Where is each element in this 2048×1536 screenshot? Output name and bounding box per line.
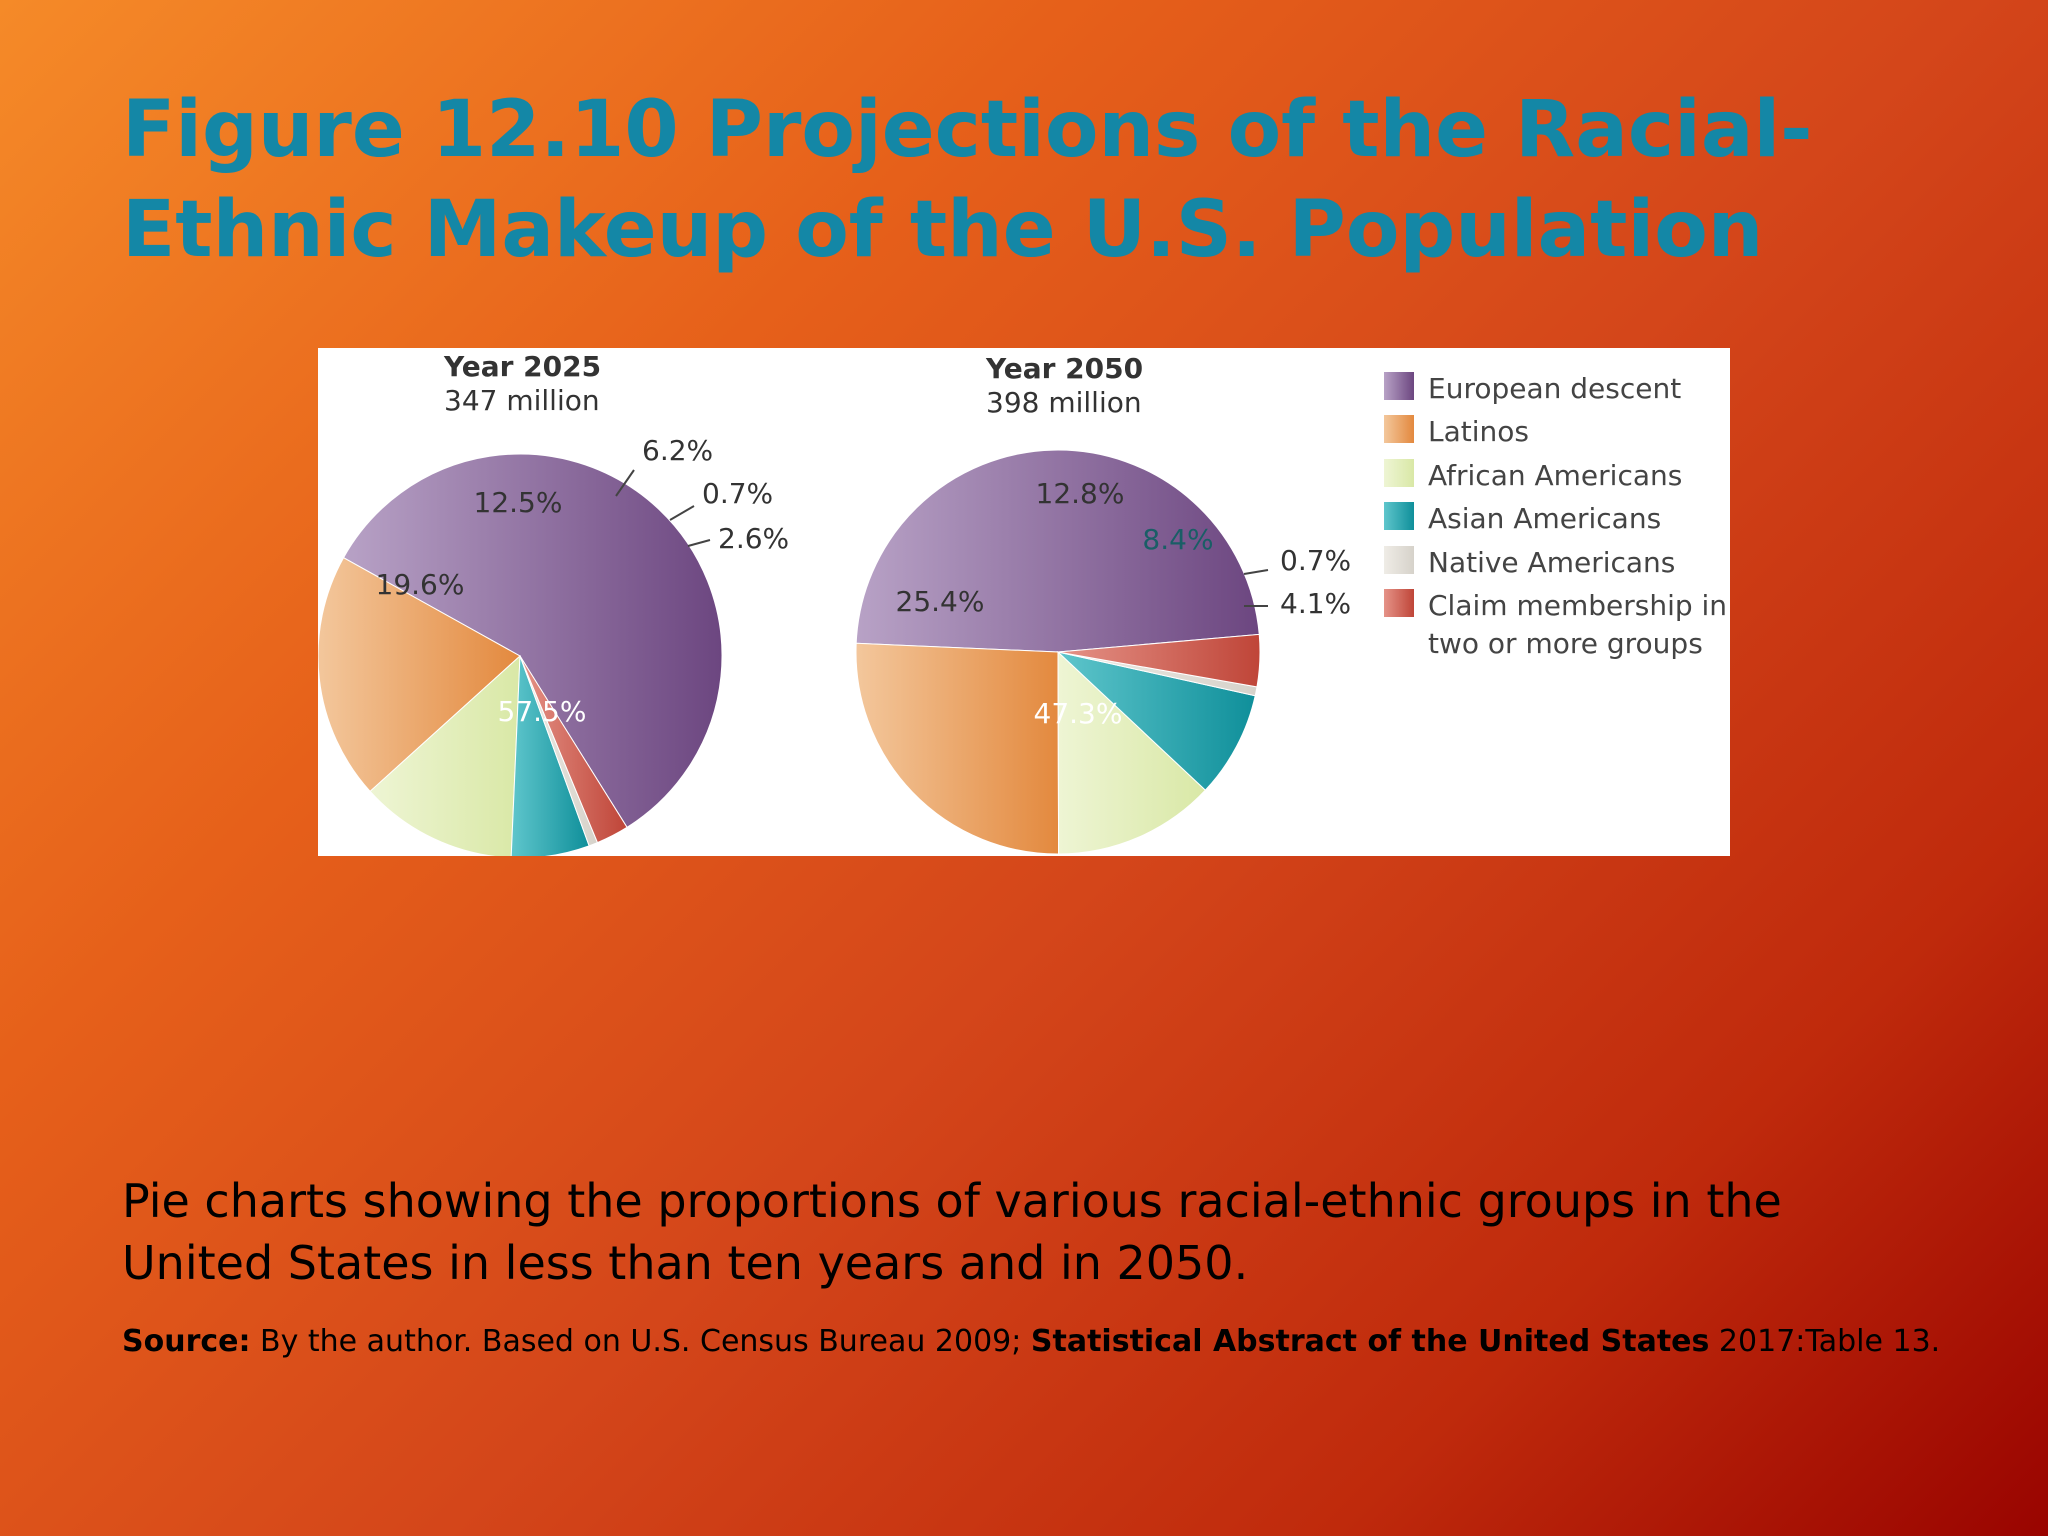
- legend-label-african: African Americans: [1428, 459, 1682, 492]
- pie-2025-leader-multiple: [687, 539, 711, 547]
- legend-label-native: Native Americans: [1428, 546, 1675, 579]
- pie-2050-slice-european: [855, 449, 1260, 653]
- pie-2025-subtitle: 347 million: [444, 384, 600, 417]
- pie-2050-slice-multiple: [1057, 633, 1261, 688]
- legend-label-multiple-line2: two or more groups: [1428, 627, 1703, 660]
- pie-2025-slice-european: [342, 453, 723, 828]
- legend-label-multiple: Claim membership in: [1428, 589, 1727, 622]
- legend-swatch-native: [1384, 546, 1414, 574]
- legend-swatch-african: [1384, 459, 1414, 487]
- legend-label-asian: Asian Americans: [1428, 502, 1661, 535]
- source-line: Source: By the author. Based on U.S. Cen…: [122, 1322, 2002, 1362]
- source-publication-title: Statistical Abstract of the United State…: [1030, 1324, 1710, 1359]
- pie-2050-label-european: 47.3%: [1034, 697, 1123, 730]
- source-label: Source:: [122, 1324, 251, 1359]
- pie-2050-slice-asian: [1056, 651, 1256, 791]
- pie-2025-label-asian: 6.2%: [642, 434, 713, 467]
- pie-2050-subtitle: 398 million: [986, 386, 1142, 419]
- pie-2050-label-asian: 8.4%: [1142, 523, 1213, 556]
- pie-2025-leader-native: [669, 505, 695, 521]
- pie-2050-slice-latinos: [855, 642, 1060, 855]
- pie-2025-leader-asian: [615, 469, 635, 497]
- pie-2025-slice-african: [369, 654, 521, 856]
- pie-2025-label-multiple: 2.6%: [718, 522, 789, 555]
- pie-2050-label-african: 12.8%: [1036, 477, 1125, 510]
- pie-2025: 57.5% 19.6% 12.5% 6.2% 0.7% 2.6%: [318, 434, 789, 856]
- legend-swatch-latinos: [1384, 415, 1414, 443]
- legend-label-european: European descent: [1428, 372, 1681, 405]
- pie-2025-slice-latinos: [318, 557, 521, 793]
- figure-panel: Year 2025 347 million 57.5% 19.6% 12.5% 6.2…: [318, 348, 1730, 856]
- legend-swatch-multiple: [1384, 589, 1414, 617]
- pie-2050-leader-native: [1243, 569, 1269, 575]
- legend-swatch-european: [1384, 372, 1414, 400]
- pie-2050-label-native: 0.7%: [1280, 544, 1351, 577]
- legend: European descent Latinos African America…: [1384, 372, 1727, 660]
- pie-2025-label-latinos: 19.6%: [376, 568, 465, 601]
- pie-2050: 47.3% 25.4% 12.8% 8.4% 0.7% 4.1%: [855, 449, 1351, 855]
- source-text-2: 2017:Table 13.: [1709, 1324, 1941, 1359]
- pie-2050-slice-african: [1057, 650, 1207, 855]
- pie-2050-label-latinos: 25.4%: [896, 585, 985, 618]
- pie-2025-slice-multiple: [519, 655, 628, 844]
- legend-swatch-asian: [1384, 502, 1414, 530]
- legend-label-latinos: Latinos: [1428, 415, 1529, 448]
- pie-2050-label-multiple: 4.1%: [1280, 587, 1351, 620]
- source-text-1: By the author. Based on U.S. Census Bure…: [250, 1324, 1031, 1359]
- pie-2025-title: Year 2025: [443, 350, 601, 383]
- slide-title: Figure 12.10 Projections of the Racial-E…: [122, 85, 1813, 275]
- pie-charts: Year 2025 347 million 57.5% 19.6% 12.5% 6.2…: [318, 350, 1727, 856]
- pie-2025-label-native: 0.7%: [702, 477, 773, 510]
- caption: Pie charts showing the proportions of va…: [122, 1174, 1782, 1290]
- pie-2050-title: Year 2050: [985, 352, 1143, 385]
- pie-2025-label-european: 57.5%: [498, 695, 587, 728]
- pie-2025-label-african: 12.5%: [474, 486, 563, 519]
